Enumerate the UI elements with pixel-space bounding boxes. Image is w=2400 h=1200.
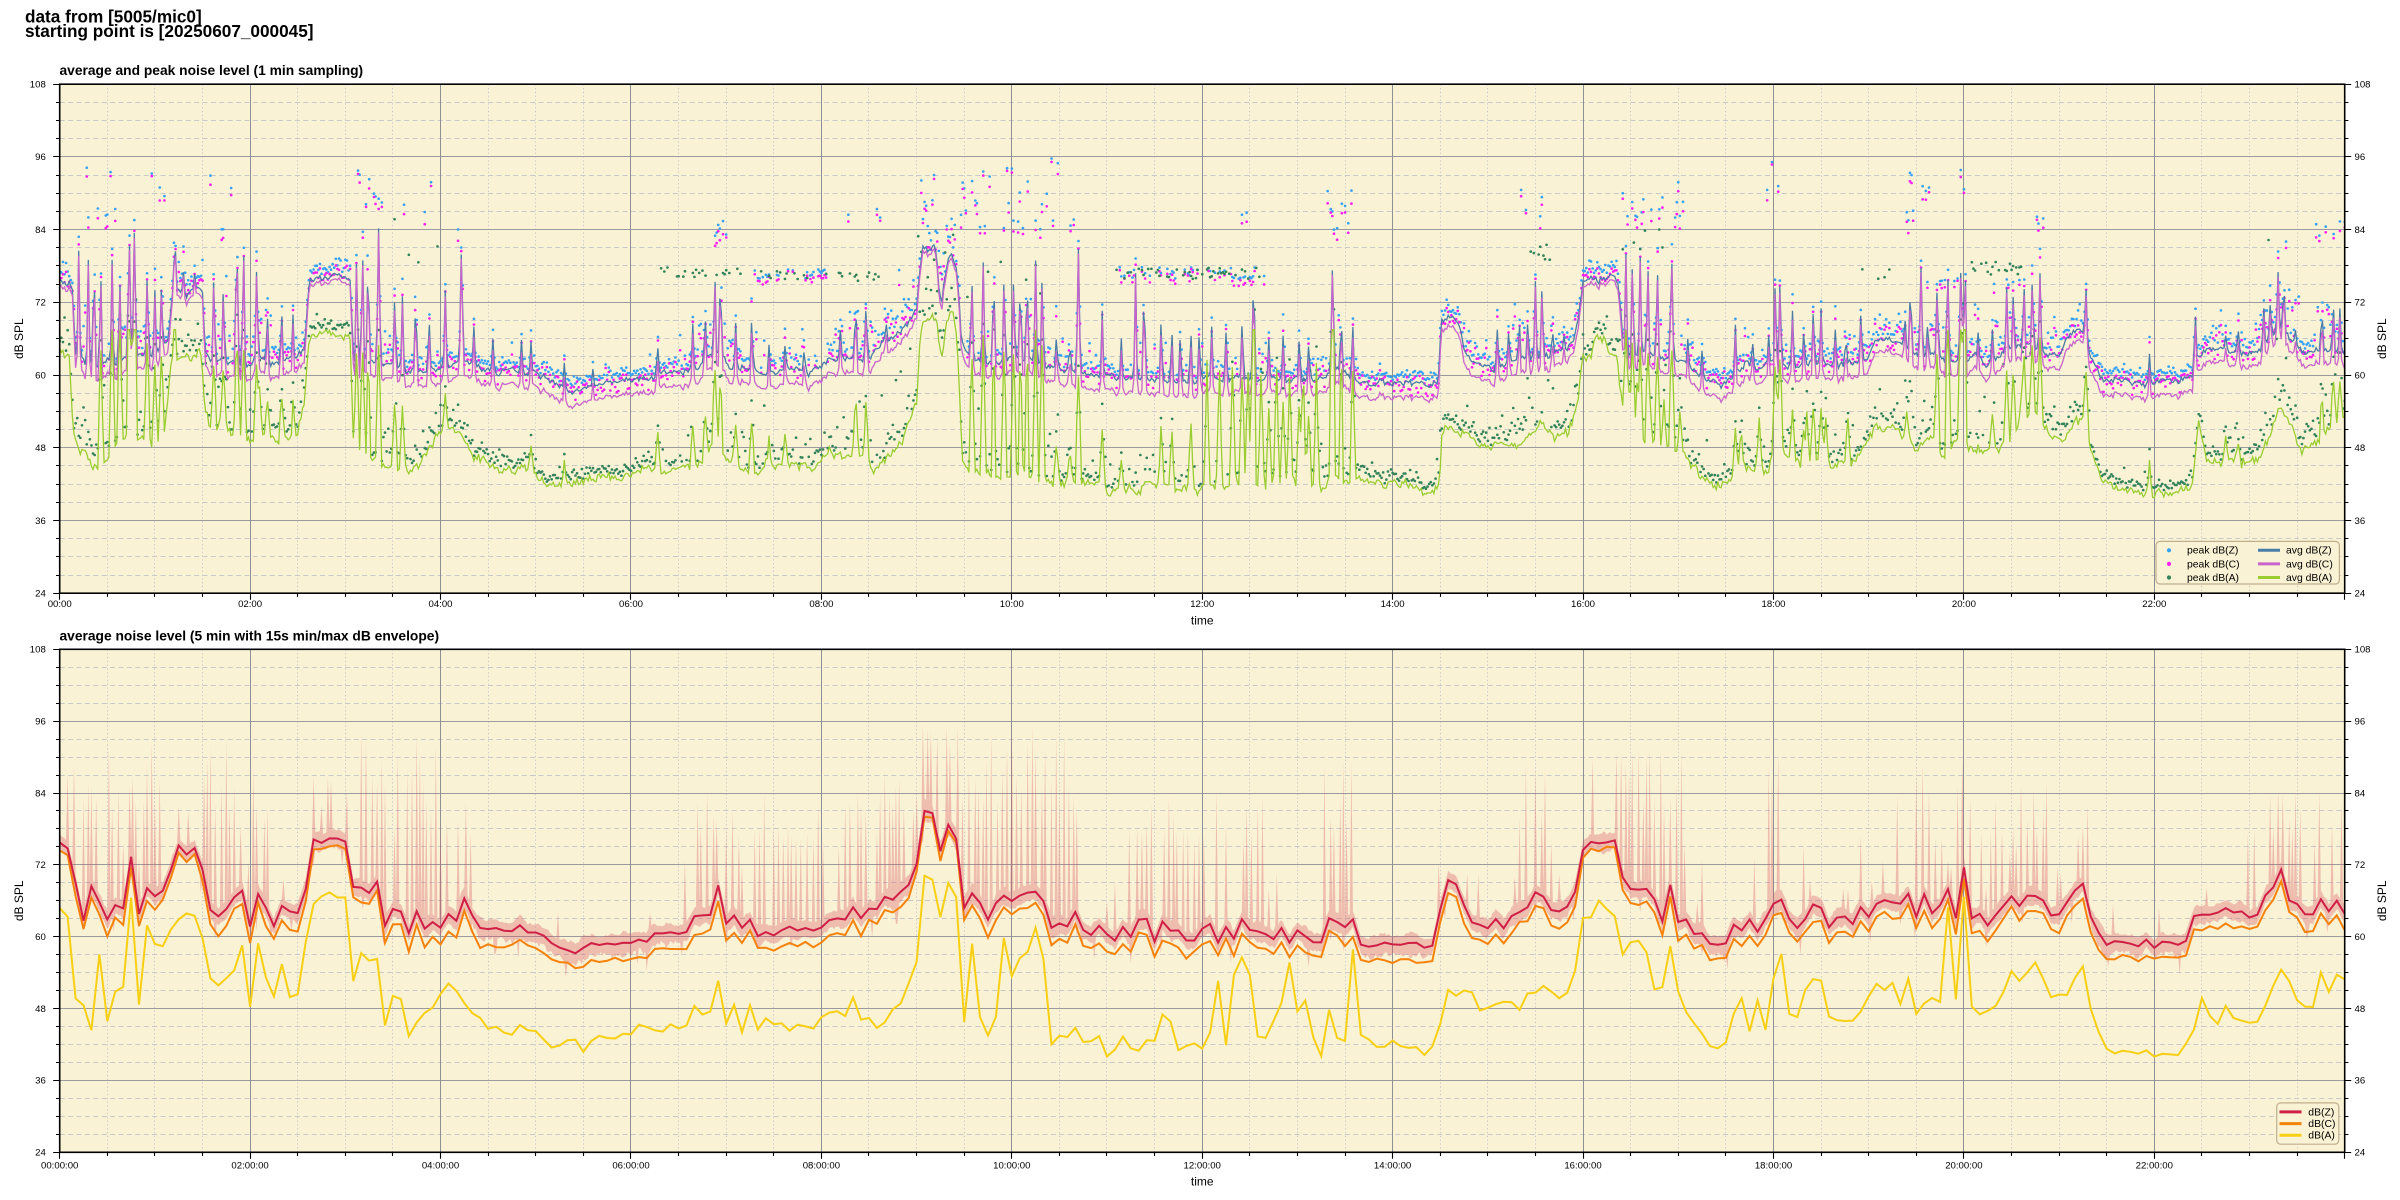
svg-text:time: time <box>1191 1175 1214 1189</box>
svg-text:dB(C): dB(C) <box>2308 1119 2335 1130</box>
svg-text:24: 24 <box>2355 589 2366 600</box>
svg-text:96: 96 <box>35 152 46 163</box>
svg-text:peak dB(Z): peak dB(Z) <box>2187 546 2238 557</box>
svg-text:time: time <box>1191 614 1214 628</box>
svg-text:84: 84 <box>2355 225 2366 236</box>
svg-text:36: 36 <box>2355 516 2366 527</box>
svg-text:108: 108 <box>30 645 46 656</box>
svg-text:72: 72 <box>2355 860 2366 871</box>
svg-text:peak dB(A): peak dB(A) <box>2187 573 2239 584</box>
svg-text:dB SPL: dB SPL <box>12 880 26 921</box>
svg-text:06:00: 06:00 <box>619 599 643 610</box>
svg-text:24: 24 <box>2355 1148 2366 1159</box>
svg-text:20:00:00: 20:00:00 <box>1945 1161 1982 1172</box>
svg-text:dB(Z): dB(Z) <box>2308 1107 2334 1118</box>
svg-text:16:00: 16:00 <box>1571 599 1595 610</box>
svg-text:84: 84 <box>2355 788 2366 799</box>
svg-text:dB SPL: dB SPL <box>2375 318 2389 359</box>
svg-text:10:00: 10:00 <box>1000 599 1024 610</box>
svg-text:20:00: 20:00 <box>1952 599 1976 610</box>
svg-text:dB(A): dB(A) <box>2308 1131 2335 1142</box>
svg-text:12:00: 12:00 <box>1190 599 1214 610</box>
svg-text:60: 60 <box>35 370 46 381</box>
svg-text:48: 48 <box>2355 1004 2366 1015</box>
svg-text:avg dB(Z): avg dB(Z) <box>2286 546 2332 557</box>
svg-text:avg dB(C): avg dB(C) <box>2286 559 2333 570</box>
svg-text:48: 48 <box>35 1004 46 1015</box>
svg-text:06:00:00: 06:00:00 <box>612 1161 649 1172</box>
svg-text:08:00:00: 08:00:00 <box>803 1161 840 1172</box>
svg-text:36: 36 <box>35 1076 46 1087</box>
svg-text:avg dB(A): avg dB(A) <box>2286 573 2332 584</box>
svg-text:dB SPL: dB SPL <box>2375 880 2389 921</box>
svg-text:10:00:00: 10:00:00 <box>993 1161 1030 1172</box>
svg-text:08:00: 08:00 <box>809 599 833 610</box>
svg-text:14:00:00: 14:00:00 <box>1374 1161 1411 1172</box>
svg-text:72: 72 <box>35 860 46 871</box>
svg-text:84: 84 <box>35 225 46 236</box>
svg-text:72: 72 <box>35 298 46 309</box>
svg-text:04:00: 04:00 <box>428 599 452 610</box>
svg-text:36: 36 <box>35 516 46 527</box>
svg-text:00:00: 00:00 <box>48 599 72 610</box>
svg-text:22:00:00: 22:00:00 <box>2136 1161 2173 1172</box>
svg-text:18:00: 18:00 <box>1761 599 1785 610</box>
svg-text:peak dB(C): peak dB(C) <box>2187 559 2240 570</box>
svg-text:72: 72 <box>2355 298 2366 309</box>
svg-text:108: 108 <box>2355 645 2371 656</box>
svg-text:02:00:00: 02:00:00 <box>231 1161 268 1172</box>
svg-text:02:00: 02:00 <box>238 599 262 610</box>
svg-text:22:00: 22:00 <box>2142 599 2166 610</box>
svg-text:16:00:00: 16:00:00 <box>1564 1161 1601 1172</box>
svg-text:12:00:00: 12:00:00 <box>1184 1161 1221 1172</box>
svg-text:48: 48 <box>2355 443 2366 454</box>
svg-text:14:00: 14:00 <box>1381 599 1405 610</box>
svg-text:96: 96 <box>2355 717 2366 728</box>
svg-text:24: 24 <box>35 1148 46 1159</box>
svg-text:60: 60 <box>2355 932 2366 943</box>
svg-text:starting point is [20250607_00: starting point is [20250607_000045] <box>25 21 314 41</box>
svg-text:96: 96 <box>35 717 46 728</box>
svg-text:108: 108 <box>2355 80 2371 91</box>
svg-text:24: 24 <box>35 589 46 600</box>
svg-text:18:00:00: 18:00:00 <box>1755 1161 1792 1172</box>
svg-text:108: 108 <box>30 80 46 91</box>
svg-text:average and peak noise level (: average and peak noise level (1 min samp… <box>60 63 364 78</box>
svg-text:average noise level (5 min wit: average noise level (5 min with 15s min/… <box>60 628 440 643</box>
svg-text:48: 48 <box>35 443 46 454</box>
svg-text:84: 84 <box>35 788 46 799</box>
svg-text:00:00:00: 00:00:00 <box>41 1161 78 1172</box>
svg-text:dB SPL: dB SPL <box>12 318 26 359</box>
svg-text:36: 36 <box>2355 1076 2366 1087</box>
svg-text:data from [5005/mic0]: data from [5005/mic0] <box>25 7 202 27</box>
svg-text:96: 96 <box>2355 152 2366 163</box>
svg-text:04:00:00: 04:00:00 <box>422 1161 459 1172</box>
svg-text:60: 60 <box>2355 370 2366 381</box>
svg-text:60: 60 <box>35 932 46 943</box>
